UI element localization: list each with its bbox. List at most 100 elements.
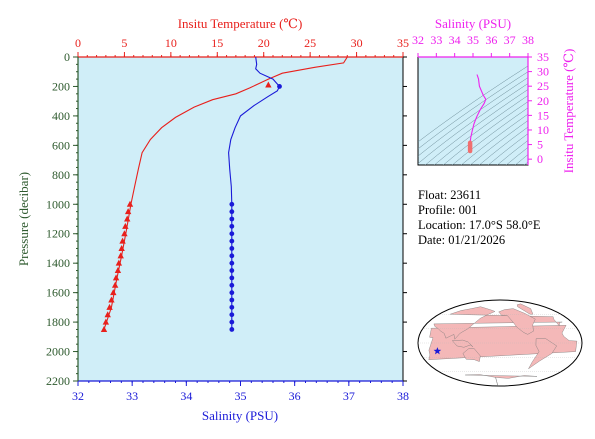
map-north-america xyxy=(498,308,536,335)
ts-temperature-tick-label: 25 xyxy=(537,79,549,93)
temperature-axis-ticks: 0 5 10 15 20 25 30 35 xyxy=(75,36,409,58)
ts-temperature-tick-label: 0 xyxy=(537,152,543,166)
ts-contour-line xyxy=(461,113,528,165)
float-location-star xyxy=(433,347,442,355)
ts-temperature-tick-label: 5 xyxy=(537,138,543,152)
ts-temperature-tick-label: 10 xyxy=(537,123,549,137)
salinity-tick-label: 35 xyxy=(235,389,247,403)
salinity-marker xyxy=(229,282,235,288)
map-south-america xyxy=(528,337,557,369)
salinity-marker xyxy=(229,253,235,259)
ts-contour-line xyxy=(522,47,595,175)
ts-plot-area xyxy=(417,56,529,166)
temperature-marker xyxy=(265,81,272,88)
temperature-marker xyxy=(111,281,119,288)
salinity-tick-label: 37 xyxy=(343,389,355,403)
temperature-marker xyxy=(100,325,108,332)
profile-number: Profile: 001 xyxy=(418,203,478,217)
temperature-marker xyxy=(114,267,122,274)
temperature-marker xyxy=(104,311,111,318)
ts-contour-line xyxy=(497,140,528,165)
pressure-tick-label: 1000 xyxy=(46,197,70,211)
salinity-marker xyxy=(229,275,235,281)
ts-salinity-tick-label: 33 xyxy=(430,33,442,47)
salinity-tick-label: 33 xyxy=(126,389,138,403)
salinity-tick-label: 34 xyxy=(180,389,192,403)
ts-contour-line xyxy=(434,95,528,165)
temperature-tick-label: 10 xyxy=(165,36,177,50)
ts-contour-line xyxy=(506,147,528,165)
map-eurasia xyxy=(433,306,563,340)
ts-temperature-tick-label: 20 xyxy=(537,94,549,108)
map-land-group xyxy=(418,303,582,386)
temperature-marker xyxy=(117,252,124,259)
float-location: Location: 17.0°S 58.0°E xyxy=(418,218,541,232)
temperature-marker xyxy=(122,222,129,229)
ts-temperature-tick-label: 35 xyxy=(537,50,549,64)
salinity-tick-label: 38 xyxy=(397,389,409,403)
pressure-tick-label: 600 xyxy=(52,138,70,152)
map-antarctica xyxy=(465,374,538,386)
pressure-tick-label: 1600 xyxy=(46,286,70,300)
temperature-marker xyxy=(124,215,131,222)
salinity-tick-label: 36 xyxy=(289,389,301,403)
pressure-tick-label: 2200 xyxy=(46,374,70,388)
ts-salinity-tick-label: 35 xyxy=(467,33,479,47)
ts-salinity-ticks: 32 33 34 35 36 37 38 xyxy=(412,33,534,58)
ts-salinity-tick-label: 36 xyxy=(485,33,497,47)
pressure-tick-label: 200 xyxy=(52,79,70,93)
ts-temperature-label: Insitu Temperature (℃) xyxy=(561,49,576,174)
temperature-tick-label: 15 xyxy=(211,36,223,50)
temperature-marker xyxy=(115,259,123,266)
salinity-marker xyxy=(229,238,235,244)
temperature-marker xyxy=(112,274,120,281)
temperature-tick-label: 5 xyxy=(121,36,127,50)
temperature-tick-label: 25 xyxy=(304,36,316,50)
salinity-marker xyxy=(229,246,235,251)
temperature-marker xyxy=(118,244,125,251)
ts-contour-line xyxy=(418,71,528,150)
salinity-axis-label: Salinity (PSU) xyxy=(202,408,278,423)
ts-contour-line xyxy=(443,101,528,165)
salinity-marker xyxy=(277,84,282,89)
pressure-tick-label: 2000 xyxy=(46,345,70,359)
pressure-tick-label: 0 xyxy=(64,50,70,64)
map-indonesia xyxy=(451,339,474,348)
temperature-marker xyxy=(121,230,128,237)
map-land xyxy=(418,303,582,386)
ts-salinity-tick-label: 34 xyxy=(449,33,461,47)
ts-series xyxy=(467,74,487,154)
pressure-axis-label: Pressure (decibar) xyxy=(16,172,31,266)
salinity-marker xyxy=(229,231,235,237)
float-info: Float: 23611 Profile: 001 Location: 17.0… xyxy=(418,188,541,248)
ts-temperature-tick-label: 30 xyxy=(537,65,549,79)
salinity-axis-ticks: 32 33 34 35 36 37 38 xyxy=(72,380,409,403)
ts-salinity-tick-label: 37 xyxy=(504,33,516,47)
ts-curve xyxy=(469,74,487,151)
ts-contour-line xyxy=(418,83,528,164)
temperature-tick-label: 0 xyxy=(75,36,81,50)
temperature-tick-label: 20 xyxy=(258,36,270,50)
ts-contour-line xyxy=(479,126,528,165)
ts-contour-line xyxy=(425,89,528,165)
temperature-marker xyxy=(106,303,113,310)
ts-contour-line xyxy=(515,154,528,165)
ts-contour-line xyxy=(418,65,528,143)
profile-series xyxy=(100,56,348,332)
pressure-tick-label: 800 xyxy=(52,168,70,182)
salinity-marker xyxy=(229,290,235,296)
salinity-marker xyxy=(229,201,235,207)
ts-salinity-tick-label: 38 xyxy=(522,33,534,47)
profile-date: Date: 01/21/2026 xyxy=(418,233,506,247)
profile-panel: 0 5 10 15 20 25 30 35 32 33 34 35 36 37 38 0 200 400 600… xyxy=(16,16,409,423)
temperature-marker xyxy=(102,318,110,325)
ts-temperature-tick-label: 15 xyxy=(537,108,549,122)
ts-contour-line xyxy=(488,133,528,165)
salinity-marker xyxy=(229,223,235,229)
temperature-axis-label: Insitu Temperature (℃) xyxy=(178,16,303,31)
ts-contour-line xyxy=(470,120,528,165)
salinity-tick-label: 32 xyxy=(72,389,84,403)
temperature-marker xyxy=(124,208,132,215)
map-australia xyxy=(462,348,481,362)
